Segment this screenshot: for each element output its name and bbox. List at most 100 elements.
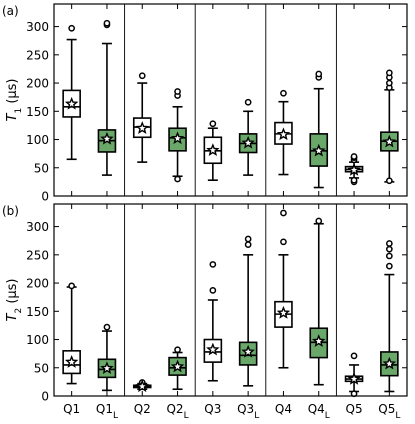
x-tick-label: Q2L <box>166 402 188 420</box>
outlier-point <box>103 19 111 27</box>
y-tick-label: 100 <box>26 333 49 347</box>
panel-b: 0 50 100 150 200 250 300 Q1 Q1L Q2 Q2L Q3 Q3L Q4 Q4L Q5… <box>2 203 408 421</box>
y-tick-label: 150 <box>26 305 49 319</box>
box-q2-l <box>168 4 187 196</box>
outlier-point <box>103 323 111 331</box>
y-tick-label: 200 <box>26 77 49 91</box>
box-q5 <box>344 4 364 196</box>
panel-label: (a) <box>2 4 19 18</box>
outlier-point <box>350 153 358 160</box>
outlier-point <box>174 346 181 354</box>
mean-marker <box>170 359 185 373</box>
box-q4-l <box>309 4 329 196</box>
mean-marker <box>347 371 361 385</box>
outlier-point <box>138 72 146 80</box>
y-axis-label: T2 (µs) <box>5 278 24 321</box>
outlier-point <box>174 175 181 183</box>
box-q3 <box>203 4 223 196</box>
x-tick-label: Q5 <box>346 402 363 416</box>
y-tick-label: 250 <box>26 248 49 262</box>
mean-marker <box>135 121 149 134</box>
outlier-point <box>280 89 287 97</box>
x-tick-label: Q1L <box>96 402 118 420</box>
outlier-point <box>386 252 393 260</box>
outlier-point <box>386 177 393 185</box>
outlier-point <box>244 98 252 106</box>
mean-marker <box>206 342 220 356</box>
outlier-point <box>280 238 287 246</box>
y-tick-label: 0 <box>41 190 49 204</box>
outlier-point <box>315 70 323 78</box>
box-q5: Q5 <box>344 204 364 416</box>
box-q1-l: Q1L <box>96 204 118 421</box>
outlier-point <box>315 217 323 225</box>
mean-marker <box>100 131 114 145</box>
outlier-point <box>386 245 393 253</box>
panel-a: 0 50 100 150 200 250 300 (a) T1 (µs) <box>2 3 408 204</box>
mean-marker <box>382 356 397 370</box>
outlier-point <box>386 240 393 247</box>
mean-marker <box>100 361 114 375</box>
y-axis-label: T1 (µs) <box>5 78 24 121</box>
outlier-point <box>209 287 217 294</box>
outlier-point <box>244 235 252 243</box>
mean-marker <box>276 127 291 141</box>
outlier-point <box>386 262 393 270</box>
box-q1-l <box>97 4 117 196</box>
outlier-point <box>244 241 252 249</box>
box-q4 <box>274 4 293 196</box>
mean-marker <box>347 162 361 176</box>
outlier-point <box>209 261 217 268</box>
y-tick-label: 50 <box>34 161 49 175</box>
box-q4-l: Q4L <box>308 204 330 421</box>
box-q2-l: Q2L <box>166 204 189 421</box>
x-tick-label: Q3 <box>204 402 221 416</box>
mean-marker <box>170 131 185 145</box>
mean-marker <box>64 96 79 110</box>
x-tick-label: Q1 <box>63 402 80 416</box>
mean-marker <box>312 334 326 347</box>
mean-marker <box>276 305 291 319</box>
outlier-point <box>386 69 393 77</box>
box-q3: Q3 <box>203 204 223 416</box>
y-tick-label: 50 <box>34 361 49 375</box>
panel-label: (b) <box>2 204 19 218</box>
outlier-point <box>209 120 217 128</box>
y-tick-label: 300 <box>26 220 49 234</box>
box-q2: Q2 <box>132 204 152 416</box>
box-q5-l: Q5L <box>378 204 400 421</box>
box-q3-l: Q3L <box>237 204 259 421</box>
y-tick-label: 100 <box>26 133 49 147</box>
y-tick-label: 300 <box>26 20 49 34</box>
plot-frame <box>53 203 408 397</box>
mean-marker <box>312 143 326 157</box>
outlier-point <box>350 352 358 360</box>
mean-marker <box>206 143 220 156</box>
y-tick-label: 0 <box>41 390 49 404</box>
outlier-point <box>280 209 287 217</box>
outlier-point <box>386 79 393 87</box>
box-q3-l <box>238 4 258 196</box>
x-tick-label: Q3L <box>237 402 259 420</box>
plot-frame <box>53 3 408 197</box>
x-tick-label: Q2 <box>134 402 151 416</box>
outlier-point <box>68 282 76 290</box>
box-q4: Q4 <box>274 204 293 416</box>
x-tick-label: Q4 <box>275 402 292 416</box>
x-tick-label: Q4L <box>308 402 330 420</box>
outlier-point <box>68 24 76 32</box>
y-tick-label: 250 <box>26 48 49 62</box>
mean-marker <box>241 135 255 149</box>
box-q1: Q1 <box>62 204 81 416</box>
x-tick-label: Q5L <box>378 402 400 420</box>
box-q2 <box>132 4 152 196</box>
box-q1 <box>62 4 81 196</box>
outlier-point <box>174 88 181 95</box>
y-tick-label: 150 <box>26 105 49 119</box>
mean-marker <box>135 379 149 393</box>
box-q5-l <box>380 4 399 196</box>
y-tick-label: 200 <box>26 277 49 291</box>
mean-marker <box>64 355 79 368</box>
